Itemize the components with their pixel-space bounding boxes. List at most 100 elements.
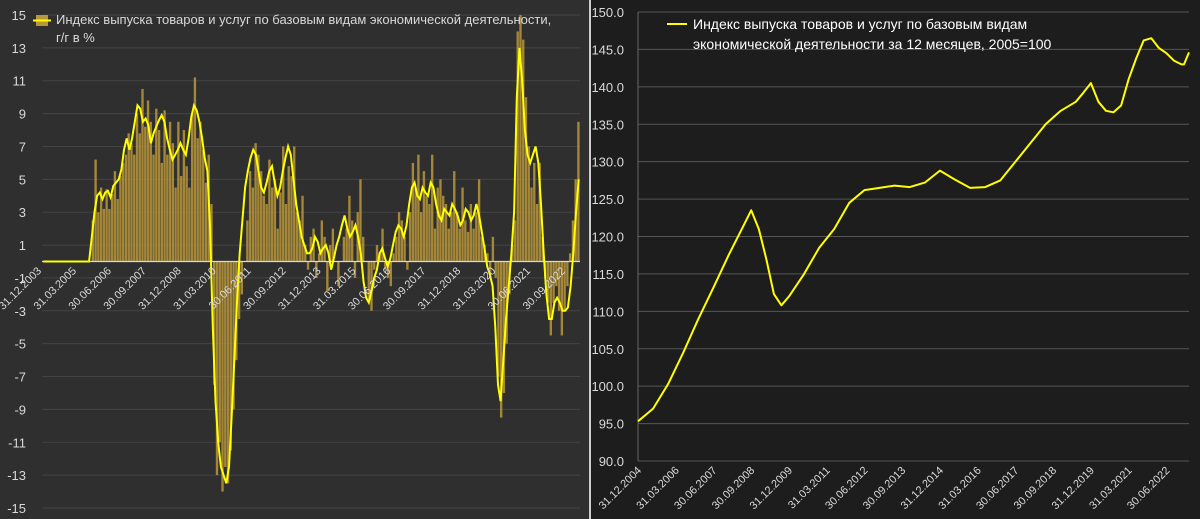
- yoy-bar: [304, 245, 307, 262]
- annual-index-chart: 150.0 145.0 140.0 135.0 130.0 125.0 120.0 115.0…: [591, 5, 1190, 512]
- left-y-tick-label: 3: [19, 205, 26, 220]
- yoy-bar: [400, 220, 404, 262]
- left-y-tick-label: -1: [14, 271, 26, 286]
- left-y-tick-label: 7: [19, 139, 26, 154]
- right-y-tick-label: 115.0: [592, 267, 624, 282]
- yoy-bar: [431, 154, 434, 262]
- yoy-bar: [568, 253, 572, 262]
- yoy-bar: [248, 171, 252, 262]
- yoy-bar: [127, 133, 130, 262]
- yoy-bar: [411, 162, 415, 262]
- yoy-bar: [403, 236, 406, 262]
- yoy-bar: [384, 261, 387, 270]
- yoy-bar: [251, 187, 255, 262]
- yoy-bar: [433, 228, 437, 262]
- right-chart-panel: 150.0 145.0 140.0 135.0 130.0 125.0 120.0 115.0…: [589, 0, 1200, 519]
- yoy-bar: [502, 261, 506, 393]
- yoy-bar: [116, 199, 119, 262]
- yoy-bar: [262, 195, 266, 262]
- yoy-bar: [337, 261, 340, 287]
- yoy-bar: [535, 203, 539, 262]
- yoy-bar: [414, 187, 417, 262]
- yoy-bar: [367, 261, 370, 303]
- yoy-bar: [389, 261, 392, 287]
- left-y-tick-label: 11: [13, 74, 27, 89]
- yoy-bar: [265, 203, 268, 262]
- yoy-bar: [375, 245, 379, 262]
- right-y-tick-label: 95.0: [599, 417, 624, 432]
- yoy-bar: [193, 77, 197, 262]
- yoy-bar: [246, 220, 249, 262]
- yoy-bar: [480, 236, 484, 262]
- yoy-bar: [202, 149, 205, 262]
- yoy-bar: [182, 130, 186, 262]
- yoy-bar: [257, 154, 260, 262]
- yoy-bar: [315, 261, 318, 278]
- yoy-bar: [499, 261, 503, 418]
- yoy-bar: [210, 203, 213, 262]
- yoy-bar: [226, 261, 230, 484]
- yoy-bar: [466, 231, 470, 262]
- yoy-bar: [546, 261, 550, 303]
- yoy-bar: [345, 228, 348, 262]
- yoy-bar: [359, 179, 362, 262]
- yoy-bar: [342, 236, 346, 262]
- yoy-bar: [91, 220, 95, 262]
- yoy-bar: [130, 143, 133, 262]
- yoy-bar: [152, 154, 155, 262]
- yoy-bar: [196, 138, 199, 262]
- yoy-bar: [155, 108, 158, 262]
- yoy-bar: [102, 208, 106, 262]
- yoy-bar: [160, 162, 163, 262]
- yoy-bar: [455, 212, 459, 262]
- yoy-bar: [213, 261, 216, 385]
- right-gridlines: [637, 11, 1189, 462]
- yoy-bar: [218, 261, 221, 443]
- yoy-bar: [179, 176, 183, 262]
- right-legend-line2: экономической деятельности за 12 месяцев…: [693, 36, 1052, 52]
- annual-index-line: [637, 37, 1190, 423]
- left-y-tick-label: 15: [12, 8, 26, 23]
- yoy-bar: [237, 261, 241, 320]
- left-legend-line2: г/г в %: [56, 30, 95, 45]
- yoy-bar: [185, 166, 188, 262]
- yoy-bar: [259, 171, 263, 262]
- yoy-bar: [135, 113, 139, 262]
- yoy-bar: [406, 261, 409, 270]
- yoy-bar: [331, 228, 335, 262]
- left-y-tick-label: -9: [14, 402, 26, 417]
- yoy-bar: [444, 203, 448, 262]
- yoy-bar: [386, 261, 390, 278]
- yoy-bar: [323, 236, 326, 262]
- yoy-bar: [138, 133, 141, 262]
- yoy-bar: [166, 154, 169, 262]
- yoy-bar: [146, 100, 150, 262]
- yoy-bar: [555, 261, 558, 287]
- yoy-bar: [215, 261, 219, 476]
- right-legend-line1: Индекс выпуска товаров и услуг по базовы…: [693, 16, 1027, 32]
- right-y-tick-label: 135.0: [591, 117, 624, 132]
- left-chart-panel: 15 13 11 9 7 5 3 1 -1 -3 -5 -7 -9 -11 -13 -15 31.12.200…: [0, 0, 589, 519]
- yoy-bar: [298, 220, 301, 262]
- yoy-bar: [317, 253, 321, 262]
- yoy-bar: [513, 220, 517, 262]
- yoy-bar: [290, 176, 293, 262]
- left-x-tick-labels: 31.12.200331.03.200530.06.200630.09.2007…: [0, 265, 568, 312]
- yoy-bar: [348, 195, 351, 262]
- right-y-tick-label: 90.0: [599, 454, 624, 469]
- yoy-bar: [557, 261, 561, 311]
- left-y-tick-label: -7: [14, 370, 26, 385]
- yoy-bar: [97, 212, 100, 262]
- yoy-bar: [204, 182, 208, 262]
- yoy-bar: [560, 261, 564, 336]
- yoy-bar: [381, 228, 384, 262]
- yoy-bar: [353, 261, 357, 278]
- yoy-bar: [190, 113, 194, 262]
- yoy-bar: [177, 121, 180, 262]
- yoy-bar: [188, 187, 191, 262]
- left-y-tick-label: 13: [12, 41, 26, 56]
- right-y-tick-label: 130.0: [591, 155, 624, 170]
- left-y-tick-label: -5: [14, 337, 26, 352]
- yoy-bar: [422, 171, 426, 262]
- yoy-bar: [486, 253, 489, 262]
